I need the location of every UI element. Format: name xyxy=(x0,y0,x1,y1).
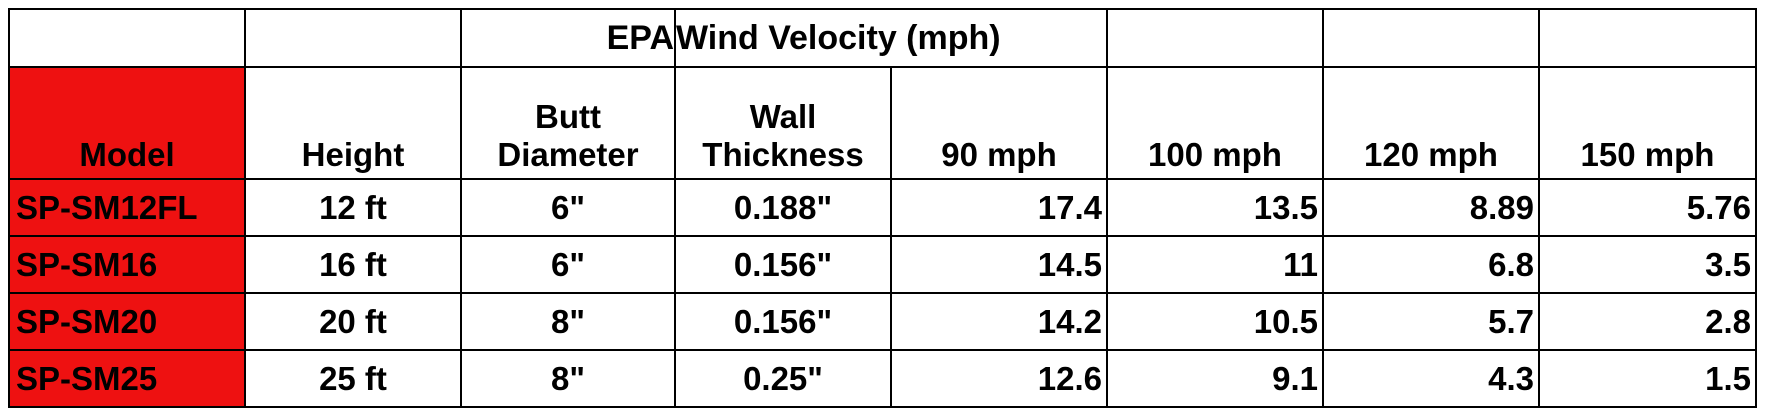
epa-90mph-cell: 17.4 xyxy=(890,178,1108,237)
table-row: SP-SM25 25 ft 8" 0.25" 12.6 9.1 4.3 1.5 xyxy=(8,349,1757,408)
epa-100mph-cell: 11 xyxy=(1106,235,1324,294)
wall-thickness-cell: 0.156" xyxy=(674,235,892,294)
model-cell: SP-SM25 xyxy=(8,349,246,408)
epa-spec-table: EPA Wind Velocity (mph) Model Height But… xyxy=(8,8,1757,408)
column-header-butt-line1: Butt xyxy=(535,98,601,135)
column-header-150mph: 150 mph xyxy=(1538,66,1757,180)
butt-diameter-cell: 6" xyxy=(460,178,676,237)
column-header-120mph: 120 mph xyxy=(1322,66,1540,180)
model-cell: SP-SM12FL xyxy=(8,178,246,237)
epa-100mph-cell: 10.5 xyxy=(1106,292,1324,351)
empty-title-cell xyxy=(244,8,462,68)
column-header-wall-thickness: Wall Thickness xyxy=(674,66,892,180)
column-header-butt-line2: Diameter xyxy=(497,136,639,173)
epa-100mph-cell: 9.1 xyxy=(1106,349,1324,408)
epa-150mph-cell: 3.5 xyxy=(1538,235,1757,294)
epa-90mph-cell: 12.6 xyxy=(890,349,1108,408)
column-header-height-label: Height xyxy=(301,136,405,173)
table-row: SP-SM20 20 ft 8" 0.156" 14.2 10.5 5.7 2.… xyxy=(8,292,1757,351)
table-row: SP-SM12FL 12 ft 6" 0.188" 17.4 13.5 8.89… xyxy=(8,178,1757,237)
epa-120mph-cell: 5.7 xyxy=(1322,292,1540,351)
epa-120mph-cell: 6.8 xyxy=(1322,235,1540,294)
model-cell: SP-SM16 xyxy=(8,235,246,294)
wall-thickness-cell: 0.156" xyxy=(674,292,892,351)
height-cell: 16 ft xyxy=(244,235,462,294)
butt-diameter-cell: 8" xyxy=(460,292,676,351)
column-header-100mph-label: 100 mph xyxy=(1148,136,1282,173)
epa-90mph-cell: 14.5 xyxy=(890,235,1108,294)
epa-150mph-cell: 5.76 xyxy=(1538,178,1757,237)
epa-150mph-cell: 1.5 xyxy=(1538,349,1757,408)
model-cell: SP-SM20 xyxy=(8,292,246,351)
empty-title-cell xyxy=(1106,8,1324,68)
butt-diameter-cell: 6" xyxy=(460,235,676,294)
column-header-90mph: 90 mph xyxy=(890,66,1108,180)
epa-title: EPA xyxy=(460,8,676,68)
column-header-model: Model xyxy=(8,66,246,180)
epa-90mph-cell: 14.2 xyxy=(890,292,1108,351)
column-header-wall-line2: Thickness xyxy=(702,136,864,173)
column-header-height: Height xyxy=(244,66,462,180)
column-header-120mph-label: 120 mph xyxy=(1364,136,1498,173)
epa-120mph-cell: 4.3 xyxy=(1322,349,1540,408)
wall-thickness-cell: 0.188" xyxy=(674,178,892,237)
column-header-150mph-label: 150 mph xyxy=(1580,136,1715,173)
column-header-butt-diameter: Butt Diameter xyxy=(460,66,676,180)
empty-title-cell xyxy=(1322,8,1540,68)
height-cell: 12 ft xyxy=(244,178,462,237)
epa-100mph-cell: 13.5 xyxy=(1106,178,1324,237)
butt-diameter-cell: 8" xyxy=(460,349,676,408)
column-header-100mph: 100 mph xyxy=(1106,66,1324,180)
height-cell: 20 ft xyxy=(244,292,462,351)
empty-title-cell xyxy=(1538,8,1757,68)
empty-title-cell xyxy=(8,8,246,68)
epa-120mph-cell: 8.89 xyxy=(1322,178,1540,237)
title-row: EPA Wind Velocity (mph) xyxy=(8,8,1757,68)
wind-velocity-title: Wind Velocity (mph) xyxy=(674,8,1108,68)
header-row: Model Height Butt Diameter Wall Thickness … xyxy=(8,66,1757,180)
column-header-wall-line1: Wall xyxy=(749,98,817,135)
column-header-90mph-label: 90 mph xyxy=(941,136,1057,173)
column-header-model-label: Model xyxy=(79,136,175,173)
wall-thickness-cell: 0.25" xyxy=(674,349,892,408)
table-row: SP-SM16 16 ft 6" 0.156" 14.5 11 6.8 3.5 xyxy=(8,235,1757,294)
epa-150mph-cell: 2.8 xyxy=(1538,292,1757,351)
height-cell: 25 ft xyxy=(244,349,462,408)
